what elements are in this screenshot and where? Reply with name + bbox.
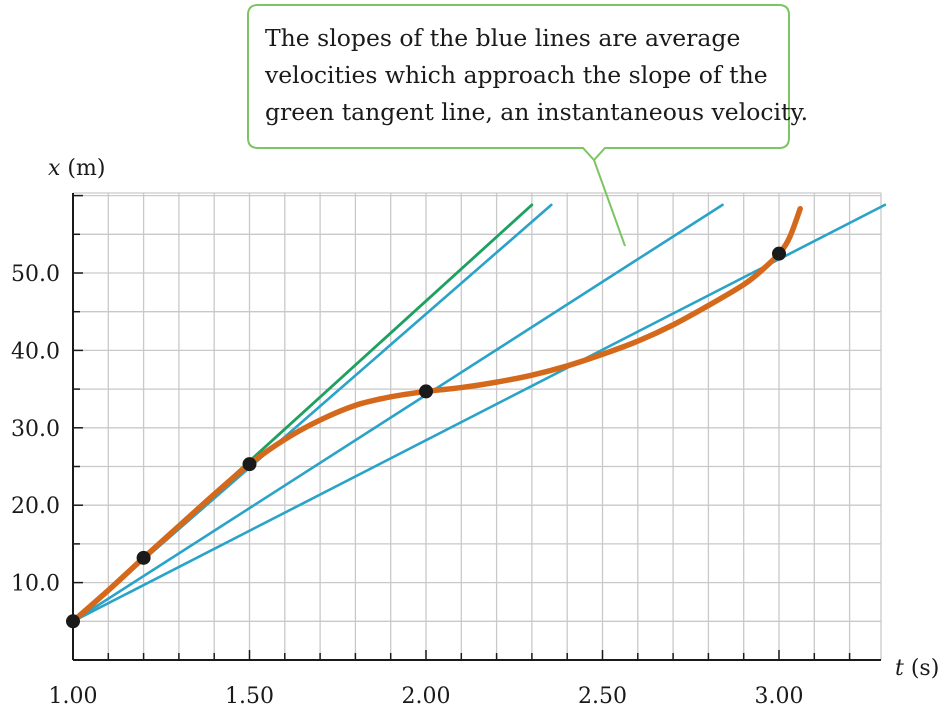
callout-line-3: green tangent line, an instantaneous vel… xyxy=(265,98,808,126)
annotation-callout: The slopes of the blue lines are average… xyxy=(247,4,808,247)
x-tick-label: 3.00 xyxy=(755,684,804,709)
y-tick-label: 30.0 xyxy=(11,417,60,442)
blue-secant-line-3 xyxy=(71,203,887,623)
y-tick-label: 20.0 xyxy=(11,494,60,519)
data-point-2 xyxy=(136,550,151,565)
callout-box xyxy=(247,4,790,162)
points-layer xyxy=(66,246,786,629)
y-axis-title: x (m) xyxy=(48,156,105,181)
curve-layer xyxy=(70,206,803,625)
x-axis-unit: (s) xyxy=(904,656,939,681)
x-tick-label: 2.50 xyxy=(578,684,627,709)
x-tick-label: 2.00 xyxy=(402,684,451,709)
x-axis-title: t (s) xyxy=(895,656,939,681)
y-tick-label: 50.0 xyxy=(11,262,60,287)
position-curve xyxy=(70,206,803,625)
data-point-3 xyxy=(242,457,257,472)
data-point-5 xyxy=(772,246,786,261)
grid xyxy=(73,192,882,660)
y-axis-var: x xyxy=(48,156,61,181)
blue-secant-line-2 xyxy=(71,203,724,623)
y-tick-label: 40.0 xyxy=(11,339,60,364)
x-tick-label: 1.50 xyxy=(225,684,274,709)
callout-line-1: The slopes of the blue lines are average xyxy=(265,24,740,52)
tick-labels: 1.00 1.50 2.00 2.50 3.00 10.0 20.0 30.0 40.0 50.0 xyxy=(11,262,803,709)
data-point-4 xyxy=(419,384,433,399)
y-tick-label: 10.0 xyxy=(11,572,60,597)
x-tick-label: 1.00 xyxy=(49,684,98,709)
axes xyxy=(72,193,881,661)
y-axis-unit: (m) xyxy=(60,156,105,181)
x-axis-var: t xyxy=(895,656,904,681)
callout-pointer xyxy=(593,159,626,247)
callout-line-2: velocities which approach the slope of t… xyxy=(264,61,768,89)
